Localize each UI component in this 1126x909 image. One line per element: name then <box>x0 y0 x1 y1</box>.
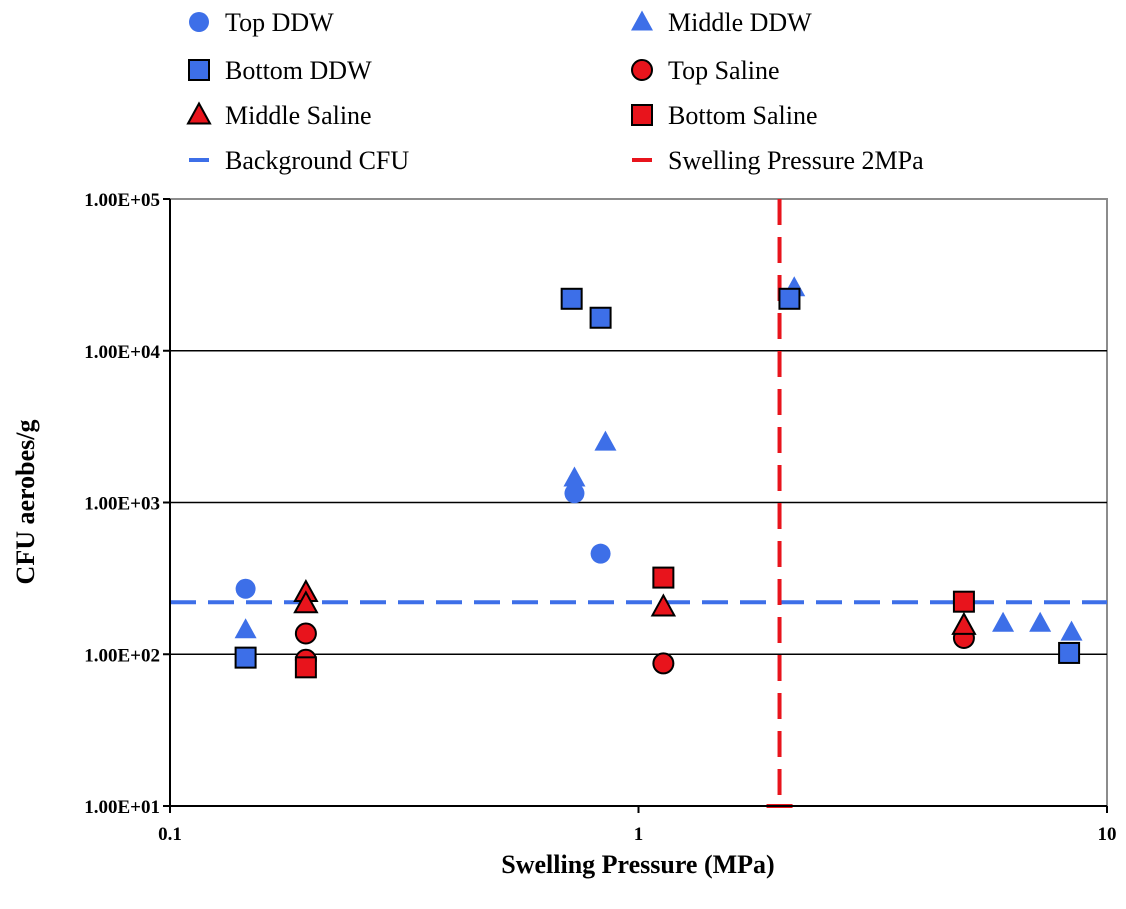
legend-entry-bottom-saline: Bottom Saline <box>631 101 818 130</box>
top-ddw-point <box>235 578 256 599</box>
bottom-ddw-point <box>778 287 801 310</box>
x-tick-label: 1 <box>634 824 644 845</box>
legend-entry-swelling-pressure-2mpa: Swelling Pressure 2MPa <box>632 146 924 175</box>
bottom-ddw-legend-icon <box>188 59 210 81</box>
middle-saline-legend-icon <box>186 101 212 125</box>
y-axis-title: CFU aerobes/g <box>11 420 40 585</box>
middle-ddw-point <box>234 618 257 639</box>
top-saline-point <box>294 622 317 645</box>
data-markers <box>234 276 1083 679</box>
middle-ddw-point <box>1060 620 1083 641</box>
legend-label: Bottom Saline <box>668 101 818 130</box>
top-ddw-point <box>564 483 585 504</box>
legend-entry-background-cfu: Background CFU <box>189 146 409 175</box>
plot-area <box>169 198 1108 808</box>
top-ddw-point <box>590 543 611 564</box>
legend-entry-middle-saline: Middle Saline <box>186 101 372 130</box>
bottom-ddw-point <box>234 646 257 669</box>
bottom-saline-point <box>294 656 317 679</box>
legend-entry-top-ddw: Top DDW <box>189 8 334 37</box>
middle-ddw-point <box>992 611 1015 632</box>
middle-ddw-point <box>594 430 617 451</box>
legend-entry-top-saline: Top Saline <box>631 56 780 85</box>
middle-saline-point <box>951 611 977 635</box>
axes: 0.1 1 10 1.00E+011.00E+021.00E+031.00E+041… <box>84 190 1116 845</box>
legend: Top DDW Middle DDW Bottom DDW Top Saline Mid… <box>186 8 924 175</box>
bottom-saline-legend-icon <box>631 104 653 126</box>
legend-label: Top DDW <box>225 8 334 37</box>
bottom-ddw-point <box>560 287 583 310</box>
bottom-saline-point <box>952 590 975 613</box>
x-axis-title: Swelling Pressure (MPa) <box>501 850 774 879</box>
bottom-ddw-point <box>589 306 612 329</box>
y-tick-label: 1.00E+02 <box>84 645 160 666</box>
middle-saline-point <box>293 590 319 614</box>
legend-label: Middle Saline <box>225 101 372 130</box>
middle-ddw-point <box>1029 611 1052 632</box>
top-saline-point <box>652 652 675 675</box>
legend-entry-bottom-ddw: Bottom DDW <box>188 56 372 85</box>
x-tick-label: 10 <box>1098 824 1117 845</box>
y-axis-ticks: 1.00E+01 1.00E+02 1.00E+03 1.00E+04 1.00E+05 <box>84 190 170 818</box>
y-tick-label: 1.00E+01 <box>84 797 160 818</box>
y-tick-label: 1.00E+05 <box>84 190 160 211</box>
legend-label: Middle DDW <box>668 8 812 37</box>
legend-label: Top Saline <box>668 56 780 85</box>
bottom-ddw-point <box>1058 641 1081 664</box>
legend-entry-middle-ddw: Middle DDW <box>631 8 812 37</box>
top-saline-legend-icon <box>631 59 653 81</box>
legend-label: Swelling Pressure 2MPa <box>668 146 924 175</box>
middle-ddw-point <box>563 466 586 487</box>
legend-label: Background CFU <box>225 146 409 175</box>
y-tick-label: 1.00E+04 <box>84 342 160 363</box>
middle-saline-point <box>650 593 677 617</box>
gridlines <box>170 350 1107 655</box>
legend-label: Bottom DDW <box>225 56 372 85</box>
x-tick-label: 0.1 <box>158 824 182 845</box>
middle-ddw-legend-icon <box>631 10 653 31</box>
bottom-saline-point <box>652 566 675 589</box>
x-axis-ticks: 0.1 1 10 <box>158 806 1117 845</box>
y-tick-label: 1.00E+03 <box>84 494 160 515</box>
top-ddw-legend-icon <box>189 12 209 32</box>
